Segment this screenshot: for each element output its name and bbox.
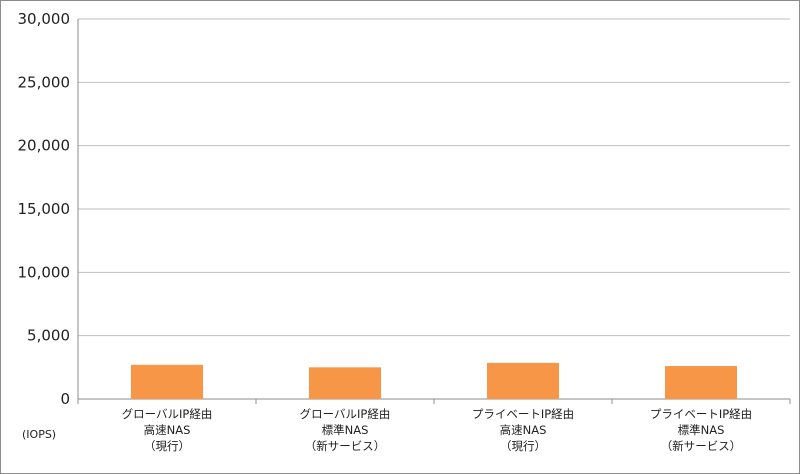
bar [309, 367, 381, 399]
x-category-label: （現行） [500, 439, 546, 453]
y-tick-label: 30,000 [18, 10, 71, 28]
x-category-label: 高速NAS [500, 423, 547, 437]
unit-label: (IOPS) [22, 428, 57, 441]
bar [665, 366, 737, 399]
x-category-label: プライベートIP経由 [650, 407, 752, 421]
x-category-label: 標準NAS [322, 423, 369, 437]
y-tick-label: 25,000 [18, 73, 71, 91]
x-category-label: 標準NAS [678, 423, 725, 437]
x-category-label: 高速NAS [144, 423, 191, 437]
x-category-label: （現行） [144, 439, 190, 453]
y-tick-label: 15,000 [18, 200, 71, 218]
bar [131, 364, 203, 399]
y-tick-label: 5,000 [27, 327, 70, 345]
bar [487, 362, 559, 399]
x-category-label: グローバルIP経由 [300, 407, 391, 421]
y-tick-label: 20,000 [18, 137, 71, 155]
x-category-label: （新サービス） [661, 439, 742, 453]
x-category-label: プライベートIP経由 [472, 407, 574, 421]
x-category-label: グローバルIP経由 [122, 407, 213, 421]
y-tick-label: 0 [60, 390, 70, 408]
y-tick-label: 10,000 [18, 263, 71, 281]
x-category-label: （新サービス） [305, 439, 386, 453]
